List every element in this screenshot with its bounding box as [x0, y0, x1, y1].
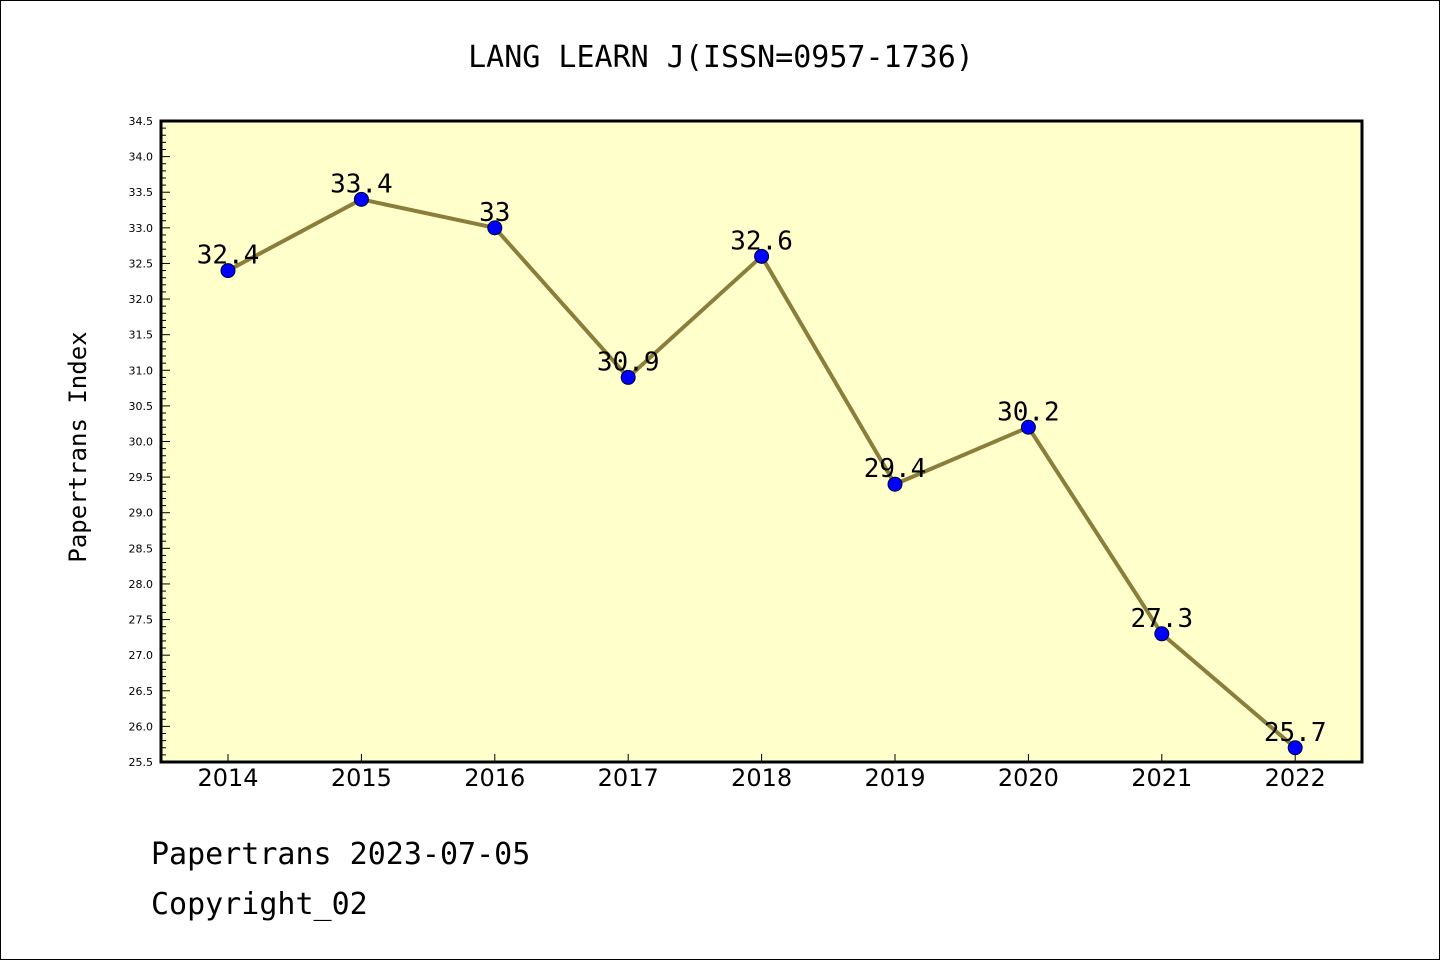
footer-copyright-text: Copyright_02	[151, 887, 368, 922]
y-tick-label: 31.0	[129, 364, 154, 377]
y-tick-label: 27.0	[129, 649, 154, 662]
data-point-marker	[754, 248, 770, 264]
x-tick-label: 2015	[331, 764, 392, 792]
x-tick-label: 2022	[1265, 764, 1326, 792]
y-tick-label: 28.5	[129, 542, 154, 555]
y-tick-label: 29.0	[129, 507, 154, 520]
y-axis-label: Papertrans Index	[64, 331, 92, 562]
y-tick-label: 33.0	[129, 222, 154, 235]
data-point-marker	[220, 263, 236, 279]
y-axis-ticks: 25.5 26.0 26.5 27.0 27.5 28.0 28.5 29.0 29.5 30.0…	[129, 115, 170, 769]
data-label: 33	[479, 198, 510, 228]
y-tick-label: 28.0	[129, 578, 154, 591]
data-point-marker	[487, 220, 503, 236]
y-tick-label: 34.0	[129, 151, 154, 164]
y-tick-label: 34.5	[129, 115, 154, 128]
y-tick-label: 33.5	[129, 186, 154, 199]
data-point-marker	[1020, 419, 1036, 435]
data-label: 25.7	[1264, 718, 1327, 748]
data-label: 30.9	[597, 347, 660, 377]
data-label: 33.4	[330, 169, 393, 199]
x-tick-label: 2017	[598, 764, 659, 792]
y-tick-label: 30.0	[129, 436, 154, 449]
data-point-marker	[1287, 740, 1303, 756]
x-tick-label: 2021	[1131, 764, 1192, 792]
data-point-marker	[620, 369, 636, 385]
y-tick-label: 26.0	[129, 720, 154, 733]
x-tick-label: 2018	[731, 764, 792, 792]
data-label: 30.2	[997, 397, 1060, 427]
x-tick-label: 2020	[998, 764, 1059, 792]
x-tick-label: 2014	[197, 764, 258, 792]
data-point-marker	[887, 476, 903, 492]
y-tick-label: 29.5	[129, 471, 154, 484]
data-point-marker	[1154, 626, 1170, 642]
series-marker-group	[220, 191, 1303, 756]
data-label: 32.6	[730, 226, 793, 256]
data-label: 32.4	[197, 241, 260, 271]
y-tick-label: 27.5	[129, 614, 154, 627]
data-label-group: 32.4 33.4 33 30.9 32.6 29.4 30.2 27.3 25.7	[197, 169, 1327, 747]
y-tick-label: 30.5	[129, 400, 154, 413]
x-axis-ticks: 2014 2015 2016 2017 2018 2019 2020 2021 2022	[197, 754, 1326, 792]
data-label: 29.4	[864, 454, 927, 484]
y-tick-label: 32.0	[129, 293, 154, 306]
x-tick-label: 2019	[864, 764, 925, 792]
y-tick-label: 26.5	[129, 685, 154, 698]
chart-title: LANG LEARN J(ISSN=0957-1736)	[468, 40, 974, 75]
x-tick-label: 2016	[464, 764, 525, 792]
y-tick-label: 31.5	[129, 329, 154, 342]
y-tick-label: 32.5	[129, 257, 154, 270]
plot-area	[159, 119, 1364, 764]
y-tick-label: 25.5	[129, 756, 154, 769]
footer-date-text: Papertrans 2023-07-05	[151, 837, 531, 872]
data-point-marker	[353, 191, 369, 207]
data-label: 27.3	[1130, 604, 1193, 634]
